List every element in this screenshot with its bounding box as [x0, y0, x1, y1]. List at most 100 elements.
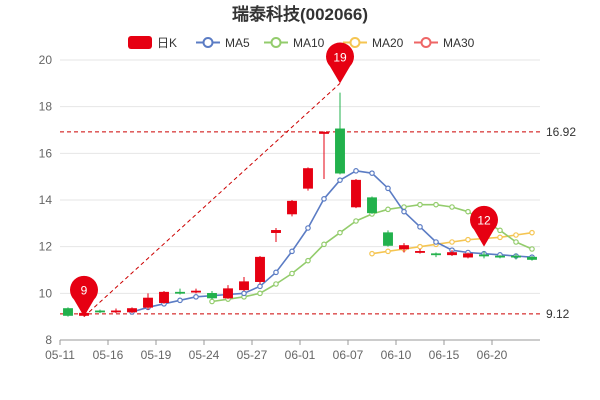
candle-body	[319, 132, 329, 134]
ma10-line-point	[529, 246, 535, 252]
reference-label: 9.12	[546, 307, 570, 321]
candle-body	[239, 281, 249, 291]
legend-label: MA5	[225, 36, 250, 50]
candle-body	[415, 251, 425, 253]
candle-body	[511, 255, 521, 258]
x-tick-label: 05-24	[189, 348, 220, 362]
x-tick-label: 05-11	[45, 348, 75, 362]
trend-line	[83, 82, 341, 318]
ma20-line-point	[529, 229, 535, 236]
pin-label: 12	[477, 214, 491, 228]
moving-average-lines	[129, 168, 535, 315]
ma10-line-point	[449, 204, 455, 210]
legend-kline-swatch	[128, 36, 152, 49]
ma20-line-point	[497, 234, 503, 241]
candle-body	[223, 288, 233, 299]
candle-body	[63, 308, 73, 316]
ma5-line-point	[417, 224, 423, 230]
candle-body	[95, 310, 105, 313]
x-tick-label: 05-16	[93, 348, 124, 362]
ma10-line-point	[305, 257, 311, 264]
ma10-line-point	[385, 206, 391, 213]
legend-label: 日K	[157, 36, 177, 50]
legend-label: MA20	[372, 36, 404, 50]
candlesticks	[63, 92, 537, 317]
candle-body	[367, 197, 377, 214]
candle-body	[527, 256, 537, 260]
candle-body	[255, 256, 265, 282]
reference-label: 16.92	[546, 125, 576, 139]
candle-body	[287, 200, 297, 215]
y-tick-label: 20	[39, 53, 53, 67]
x-tick-label: 06-07	[333, 348, 364, 362]
candle-body	[335, 128, 345, 174]
candle-body	[159, 291, 169, 303]
y-tick-label: 18	[39, 100, 53, 114]
ma10-line-point	[513, 239, 519, 245]
candle-body	[191, 290, 201, 293]
x-tick-label: 05-27	[237, 348, 268, 362]
ma5-line-point	[353, 168, 359, 174]
candle-body	[127, 308, 137, 313]
ma5-line-point	[369, 170, 375, 176]
x-tick-label: 06-15	[429, 348, 460, 362]
ma5-line-point	[177, 297, 183, 304]
ma20-line-point	[465, 236, 471, 243]
ma10-line-point	[273, 281, 279, 287]
grid	[60, 59, 540, 341]
legend-line-marker	[202, 37, 214, 48]
ma5-line-point	[433, 239, 439, 245]
x-tick-label: 06-01	[285, 348, 316, 362]
pin-label: 19	[333, 50, 347, 64]
x-axis: 05-11 05-16 05-19 05-24 05-27 06-01 06-07 06-10…	[45, 339, 540, 362]
ma5-line-point	[385, 185, 391, 192]
y-tick-label: 10	[39, 286, 53, 300]
ma5-line-point	[289, 248, 295, 255]
ma10-line-point	[209, 298, 215, 305]
candle-body	[207, 293, 217, 299]
legend-label: MA10	[293, 36, 325, 50]
chart-legend: 日K MA5 MA10 MA20 MA30	[128, 36, 475, 50]
candle-body	[495, 255, 505, 258]
candle-body	[431, 253, 441, 256]
candle-body	[175, 291, 185, 294]
ma20-line-point	[369, 250, 375, 257]
x-tick-label: 06-10	[381, 348, 412, 362]
ma10-line-point	[433, 201, 439, 208]
ma5-line-point	[401, 208, 407, 215]
ma20-line-point	[417, 243, 423, 250]
candle-body	[303, 168, 313, 189]
ma10-line-point	[353, 218, 359, 224]
reference-lines: 16.92 9.12	[60, 82, 576, 321]
y-tick-label: 16	[39, 146, 53, 160]
ma5-line-point	[273, 269, 279, 276]
ma10-line-point	[497, 227, 503, 234]
legend-label: MA30	[443, 36, 475, 50]
ma10-line-point	[465, 208, 471, 215]
legend-line-marker	[349, 37, 361, 48]
pin-marker	[70, 275, 98, 317]
ma5-line-point	[241, 290, 247, 297]
ma20-line-point	[513, 232, 519, 238]
ma10-line-point	[289, 270, 295, 277]
ma20-line-point	[385, 248, 391, 255]
candle-body	[399, 245, 409, 250]
ma10-line-point	[257, 290, 263, 297]
candle-body	[111, 310, 121, 313]
pin-label: 9	[81, 284, 88, 298]
ma5-line-point	[321, 196, 327, 202]
ma10-line-point	[417, 201, 423, 208]
candle-body	[271, 230, 281, 233]
ma5-line-point	[257, 283, 263, 290]
chart-title: 瑞泰科技(002066)	[232, 4, 368, 24]
candle-body	[479, 254, 489, 257]
y-axis: 8 10 12 14 16 18 20	[39, 53, 53, 347]
y-tick-label: 14	[39, 193, 53, 207]
ma5-line-point	[305, 225, 311, 231]
y-tick-label: 8	[45, 333, 52, 347]
pin-marker	[326, 42, 355, 84]
ma10-line-point	[337, 229, 343, 236]
x-tick-label: 05-19	[141, 348, 172, 362]
candle-body	[351, 179, 361, 208]
